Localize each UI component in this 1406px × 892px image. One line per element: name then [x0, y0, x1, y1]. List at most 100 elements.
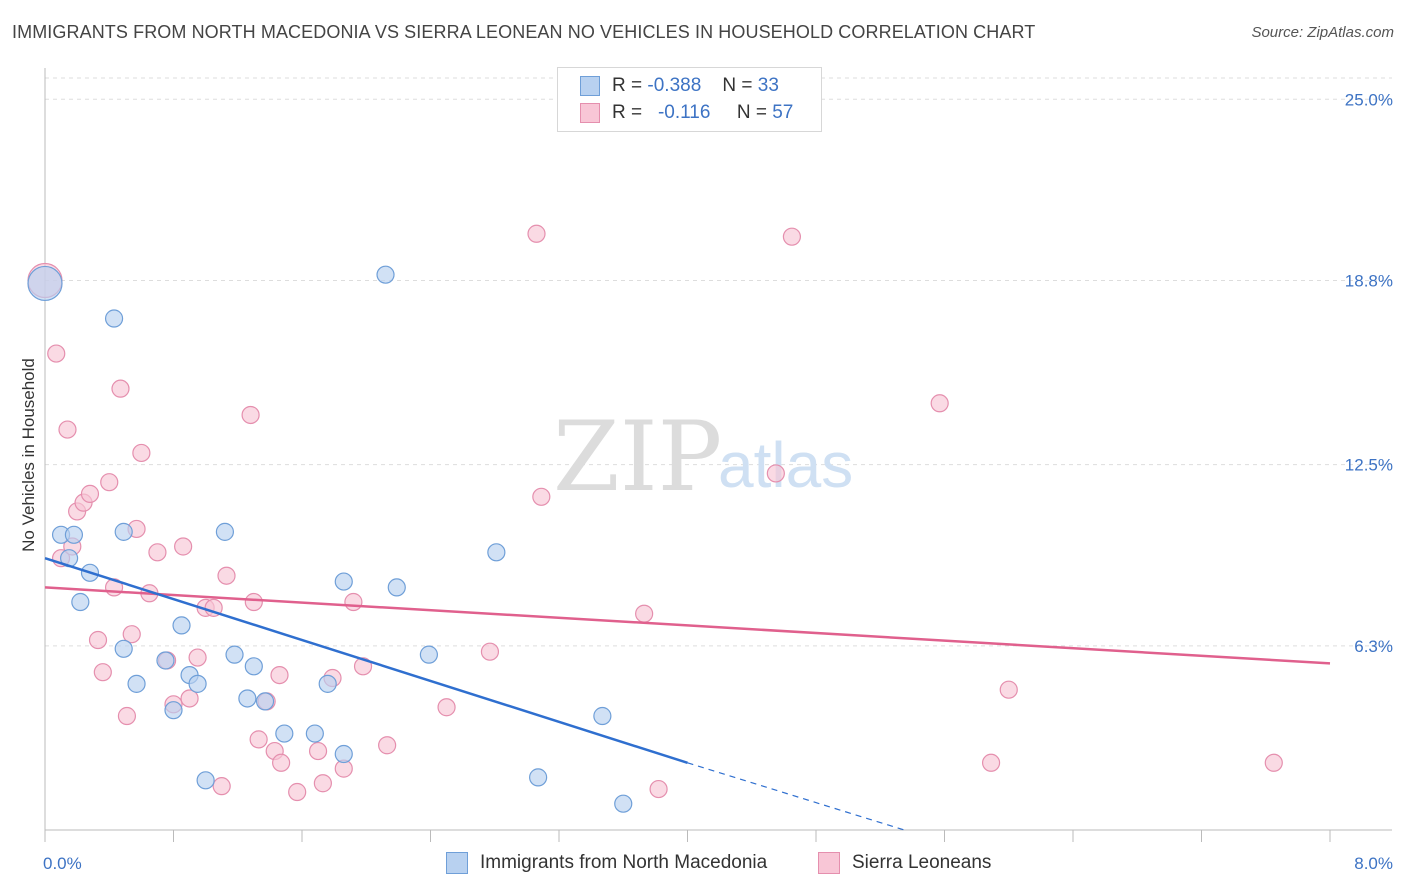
legend-label: Immigrants from North Macedonia — [480, 852, 768, 874]
data-point — [88, 630, 108, 650]
trend-line-north-macedonia-extrapolated — [687, 762, 905, 831]
data-point — [649, 779, 668, 799]
y-tick-label: 12.5% — [1345, 456, 1393, 475]
trend-lines — [44, 556, 1331, 831]
data-point — [156, 651, 175, 670]
n-value-north-macedonia: 33 — [757, 75, 779, 96]
data-point — [318, 674, 337, 693]
bottom-legend-north-macedonia: Immigrants from North Macedonia — [446, 852, 767, 874]
data-point — [58, 420, 77, 439]
data-point — [334, 572, 353, 591]
data-point — [419, 645, 438, 664]
data-point — [313, 774, 332, 793]
data-point — [100, 473, 119, 492]
chart-title: IMMIGRANTS FROM NORTH MACEDONIA VS SIERR… — [12, 22, 1036, 42]
data-point — [244, 657, 263, 676]
data-point — [480, 642, 500, 661]
pink-swatch — [818, 852, 840, 874]
data-point — [127, 674, 146, 693]
y-axis-title: No Vehicles in Household — [19, 358, 38, 552]
bottom-legend-sierra-leoneans: Sierra Leoneans — [818, 852, 991, 874]
watermark-atlas: atlas — [718, 429, 853, 501]
data-point — [930, 394, 949, 413]
legend-row-sierra-leoneans: R = -0.116 N = 57 — [580, 102, 793, 128]
blue-swatch — [580, 75, 600, 96]
r-value-north-macedonia: -0.388 — [647, 75, 702, 96]
data-point — [114, 639, 133, 658]
data-point — [212, 777, 231, 796]
correlation-legend: R = -0.388 N = 33 R = -0.116 N = 57 — [557, 67, 822, 132]
n-value-sierra-leoneans: 57 — [772, 102, 794, 123]
data-point — [111, 379, 130, 398]
axis-labels: 6.3% 12.5% 18.8% 25.0% 0.0% 8.0% No Vehicles i… — [19, 90, 1393, 873]
data-point — [288, 782, 307, 802]
n-label: N = — [736, 102, 767, 123]
data-point — [47, 344, 66, 363]
data-point — [387, 578, 406, 597]
r-label: R = — [612, 75, 643, 96]
data-point — [196, 771, 215, 790]
data-point — [272, 753, 291, 772]
data-point — [334, 744, 353, 764]
data-point — [93, 663, 112, 682]
y-tick-label: 18.8% — [1345, 272, 1393, 291]
trend-line-sierra-leoneans — [44, 586, 1331, 665]
data-point — [782, 227, 802, 246]
legend-row-north-macedonia: R = -0.388 N = 33 — [580, 75, 779, 101]
data-point — [376, 265, 395, 284]
watermark-zip: ZIP — [553, 401, 722, 513]
north-macedonia-points — [27, 265, 633, 813]
pink-swatch — [580, 102, 600, 123]
data-point — [593, 706, 612, 726]
data-point — [999, 680, 1018, 699]
data-point — [172, 616, 191, 635]
data-point — [117, 706, 137, 726]
data-point — [270, 665, 289, 685]
r-label: R = — [612, 102, 643, 123]
y-tick-label: 25.0% — [1345, 90, 1393, 109]
data-point — [255, 692, 275, 711]
data-point — [80, 484, 100, 503]
data-point — [122, 625, 141, 644]
axes — [44, 68, 1392, 842]
data-point — [164, 701, 183, 720]
data-point — [174, 537, 193, 556]
data-point — [344, 592, 363, 612]
data-point — [437, 698, 456, 717]
data-point — [981, 753, 1001, 772]
r-value-sierra-leoneans: -0.116 — [657, 102, 711, 123]
data-point — [132, 443, 151, 463]
n-label: N = — [722, 75, 753, 96]
data-point — [188, 674, 207, 693]
y-tick-label: 6.3% — [1354, 637, 1393, 656]
data-point — [308, 741, 328, 761]
data-point — [241, 405, 260, 425]
source-label: Source: ZipAtlas.com — [1251, 24, 1394, 41]
blue-swatch — [446, 852, 468, 874]
data-point — [529, 768, 548, 787]
data-point — [532, 487, 551, 506]
data-point — [188, 648, 207, 667]
legend-label: Sierra Leoneans — [852, 852, 992, 874]
data-point — [527, 224, 546, 243]
x-tick-label-max: 8.0% — [1354, 854, 1393, 873]
data-point — [275, 724, 294, 743]
data-point — [1264, 753, 1283, 772]
trend-line-north-macedonia — [44, 556, 688, 764]
data-point — [217, 566, 236, 585]
data-point — [244, 592, 263, 612]
data-point — [766, 464, 785, 483]
x-tick-label-min: 0.0% — [43, 854, 82, 873]
data-point — [27, 265, 63, 302]
data-point — [378, 736, 397, 755]
data-point — [487, 543, 506, 562]
data-point — [215, 522, 234, 541]
data-point — [305, 724, 324, 743]
data-point — [71, 592, 90, 612]
data-point — [64, 525, 84, 544]
data-point — [225, 645, 244, 664]
data-point — [238, 689, 257, 708]
data-point — [148, 543, 167, 562]
data-point — [104, 309, 124, 328]
